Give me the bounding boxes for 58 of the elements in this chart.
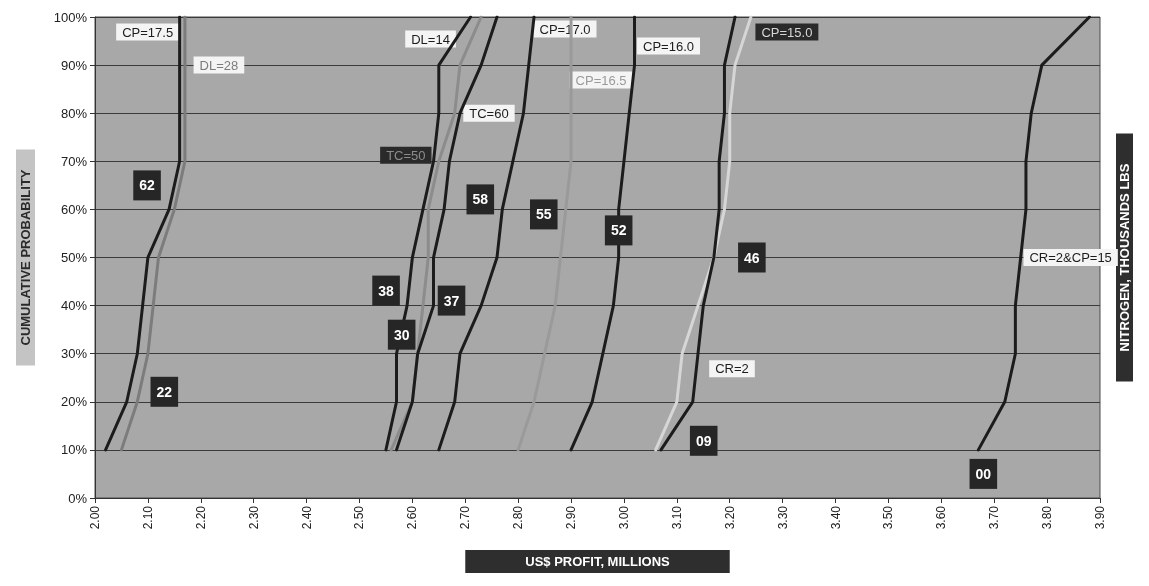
- annotation: 22: [156, 383, 173, 400]
- x-tick-label: 2.00: [88, 505, 102, 530]
- x-tick-label: 2.40: [299, 505, 314, 530]
- series-label: CR=2&CP=15: [1029, 250, 1112, 265]
- series-label: CP=17.5: [122, 24, 174, 40]
- y-tick-label: 40%: [60, 298, 88, 314]
- y-tick-label: 20%: [60, 394, 88, 410]
- y-tick-label: 100%: [53, 9, 88, 25]
- x-tick-label: 3.30: [775, 505, 790, 530]
- x-tick-label: 2.70: [458, 505, 473, 530]
- x-tick-label: 3.90: [1093, 505, 1107, 530]
- x-tick-label: 2.10: [140, 505, 155, 530]
- x-tick-label: 2.80: [511, 505, 526, 530]
- annotation: 46: [744, 249, 760, 266]
- series-label: CP=17.0: [539, 21, 591, 37]
- x-tick-label: 3.20: [722, 505, 737, 530]
- series-label: TC=60: [469, 105, 509, 121]
- y-tick-label: 80%: [60, 105, 88, 121]
- y-tick-label: 0%: [68, 490, 88, 506]
- series-label: TC=50: [386, 147, 426, 163]
- series-label: CR=2: [715, 361, 749, 377]
- x-tick-label: 3.40: [828, 505, 843, 530]
- x-tick-label: 2.90: [564, 505, 579, 530]
- annotation: 37: [443, 292, 460, 309]
- x-tick-label: 3.80: [1040, 505, 1055, 530]
- line-series: [119, 15, 187, 452]
- annotation: 55: [535, 206, 552, 223]
- y-tick-label: 70%: [60, 153, 88, 169]
- annotation: 52: [610, 222, 627, 239]
- annotation: 38: [378, 282, 395, 299]
- series-label: CP=16.5: [575, 72, 627, 88]
- y-tick-label: 90%: [60, 57, 88, 73]
- y-tick-label: 50%: [60, 250, 88, 265]
- x-tick-label: 2.30: [246, 505, 261, 530]
- x-tick-label: 3.50: [881, 505, 896, 530]
- annotation: 00: [975, 465, 992, 482]
- x-tick-label: 2.60: [405, 505, 420, 530]
- annotation: 62: [139, 177, 156, 194]
- x-tick-label: 3.70: [987, 505, 1002, 530]
- annotation: 09: [695, 432, 712, 449]
- series-label: DL=14: [411, 31, 450, 47]
- y-tick-label: 60%: [60, 201, 88, 217]
- y-tick-label: 30%: [60, 346, 88, 362]
- y-axis-title: CUMULATIVE PROBABILITY: [18, 169, 33, 346]
- annotation: 58: [472, 191, 489, 208]
- series-label: DL=28: [199, 57, 239, 73]
- annotation: 30: [393, 326, 410, 343]
- series-label: CP=15.0: [761, 24, 813, 40]
- x-tick-label: 2.50: [352, 505, 367, 530]
- x-tick-label: 3.60: [934, 505, 949, 530]
- series-label: CP=16.0: [643, 38, 694, 54]
- line-series: [104, 15, 182, 452]
- x-tick-label: 3.00: [616, 505, 631, 530]
- x-tick-label: 3.10: [669, 505, 684, 530]
- y2-axis-title: NITROGEN, THOUSANDS LBS: [1117, 163, 1132, 352]
- x-tick-label: 2.20: [193, 505, 208, 530]
- y-tick-label: 10%: [60, 442, 88, 458]
- x-axis-title: US$ PROFIT, MILLIONS: [525, 554, 671, 569]
